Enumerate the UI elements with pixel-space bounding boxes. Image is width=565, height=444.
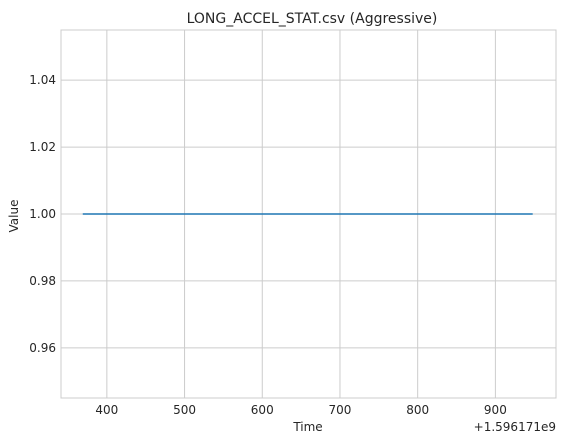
y-tick-label: 1.04: [29, 73, 56, 87]
x-tick-label: 700: [329, 403, 352, 417]
y-tick-label: 1.02: [29, 140, 56, 154]
x-tick-label: 800: [406, 403, 429, 417]
chart-title: LONG_ACCEL_STAT.csv (Aggressive): [187, 11, 438, 27]
y-axis-label: Value: [7, 200, 21, 233]
plot-frame: [60, 29, 557, 399]
y-tick-label: 1.00: [29, 207, 56, 221]
y-tick-label: 0.96: [29, 341, 56, 355]
y-tick-label: 0.98: [29, 274, 56, 288]
x-axis-offset-label: +1.596171e9: [474, 420, 556, 434]
x-tick-label: 600: [251, 403, 274, 417]
x-tick-label: 500: [173, 403, 196, 417]
x-tick-label: 900: [484, 403, 507, 417]
x-axis-label: Time: [292, 420, 322, 434]
x-tick-label: 400: [95, 403, 118, 417]
plot-area: 400 500 600 700 800 900 0.96 0.98 1.00 1.02 1.04: [29, 29, 557, 417]
